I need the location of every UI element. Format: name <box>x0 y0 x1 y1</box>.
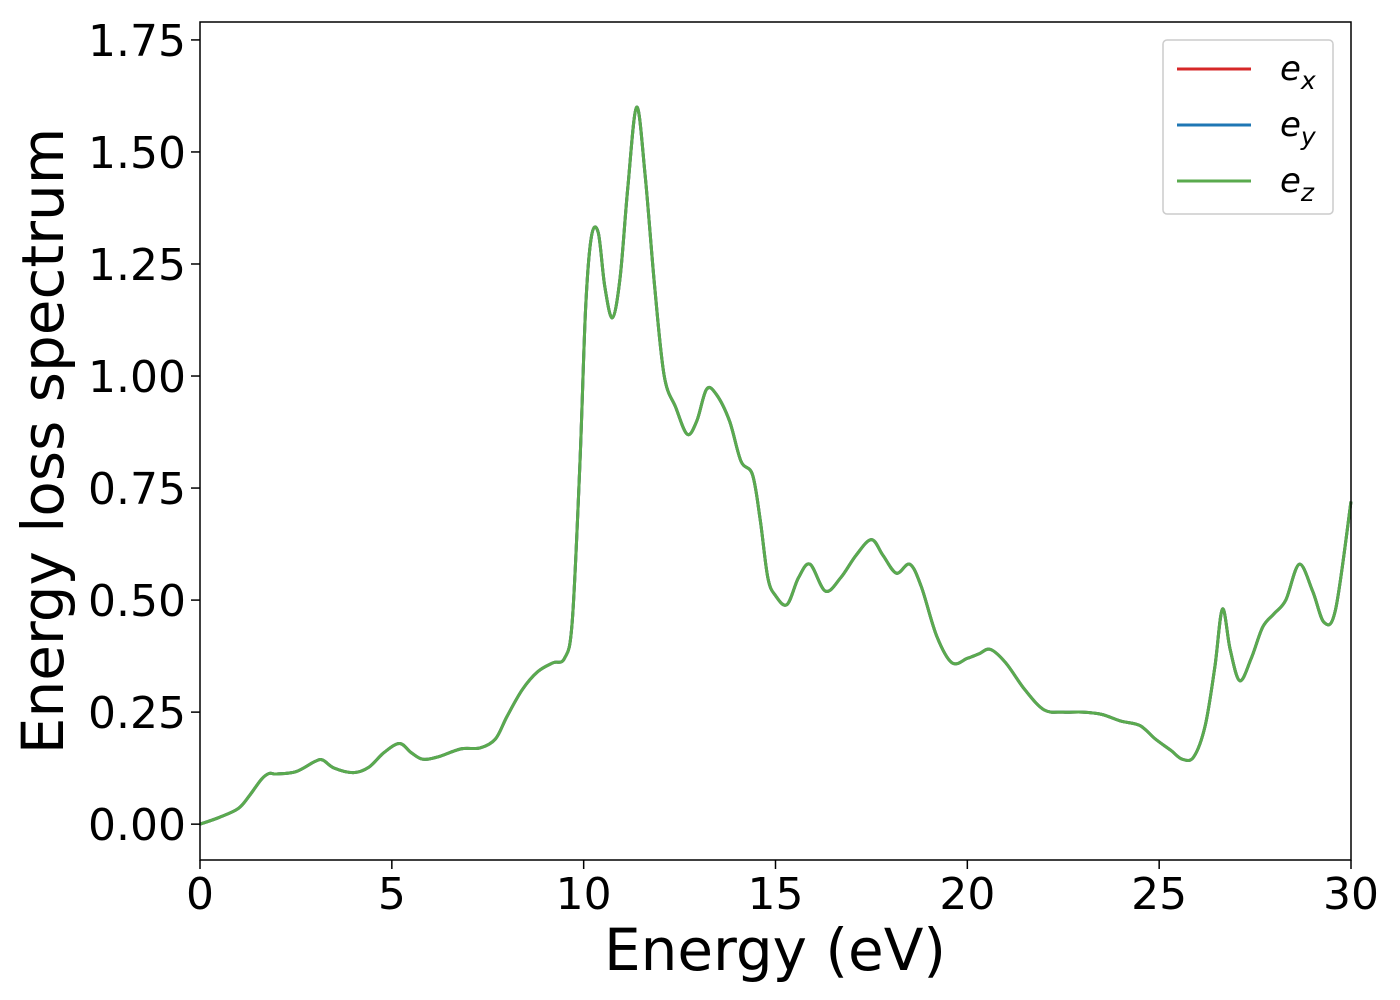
legend: ex ey ez <box>1162 39 1334 215</box>
x-tick-label: 30 <box>1323 869 1379 920</box>
x-tick-label: 10 <box>556 869 612 920</box>
x-tick-label: 15 <box>748 869 804 920</box>
y-axis-title: Energy loss spectrum <box>9 128 77 754</box>
x-tick-label: 25 <box>1131 869 1187 920</box>
y-tick-label: 1.75 <box>88 16 186 67</box>
legend-label-e-x: ex <box>1280 49 1316 95</box>
y-tick-label: 1.50 <box>88 128 186 179</box>
y-tick-label: 1.00 <box>88 352 186 403</box>
y-tick-label: 0.75 <box>88 464 186 515</box>
y-tick-label: 1.25 <box>88 240 186 291</box>
legend-label-e-z: ez <box>1280 161 1315 207</box>
legend-label-e-y: ey <box>1280 105 1317 151</box>
series-layer <box>199 105 1353 826</box>
y-axis: 0.00 0.25 0.50 0.75 1.00 1.25 1.50 1.75 <box>88 16 200 851</box>
series-line-e-z <box>199 105 1353 826</box>
x-axis-title: Energy (eV) <box>604 916 946 984</box>
y-tick-label: 0.00 <box>88 800 186 851</box>
x-tick-label: 5 <box>378 869 406 920</box>
y-tick-label: 0.25 <box>88 688 186 739</box>
y-tick-label: 0.50 <box>88 576 186 627</box>
x-tick-label: 0 <box>186 869 214 920</box>
x-axis: 0 5 10 15 20 25 30 <box>186 860 1379 920</box>
legend-box <box>1162 39 1334 215</box>
x-tick-label: 20 <box>939 869 995 920</box>
